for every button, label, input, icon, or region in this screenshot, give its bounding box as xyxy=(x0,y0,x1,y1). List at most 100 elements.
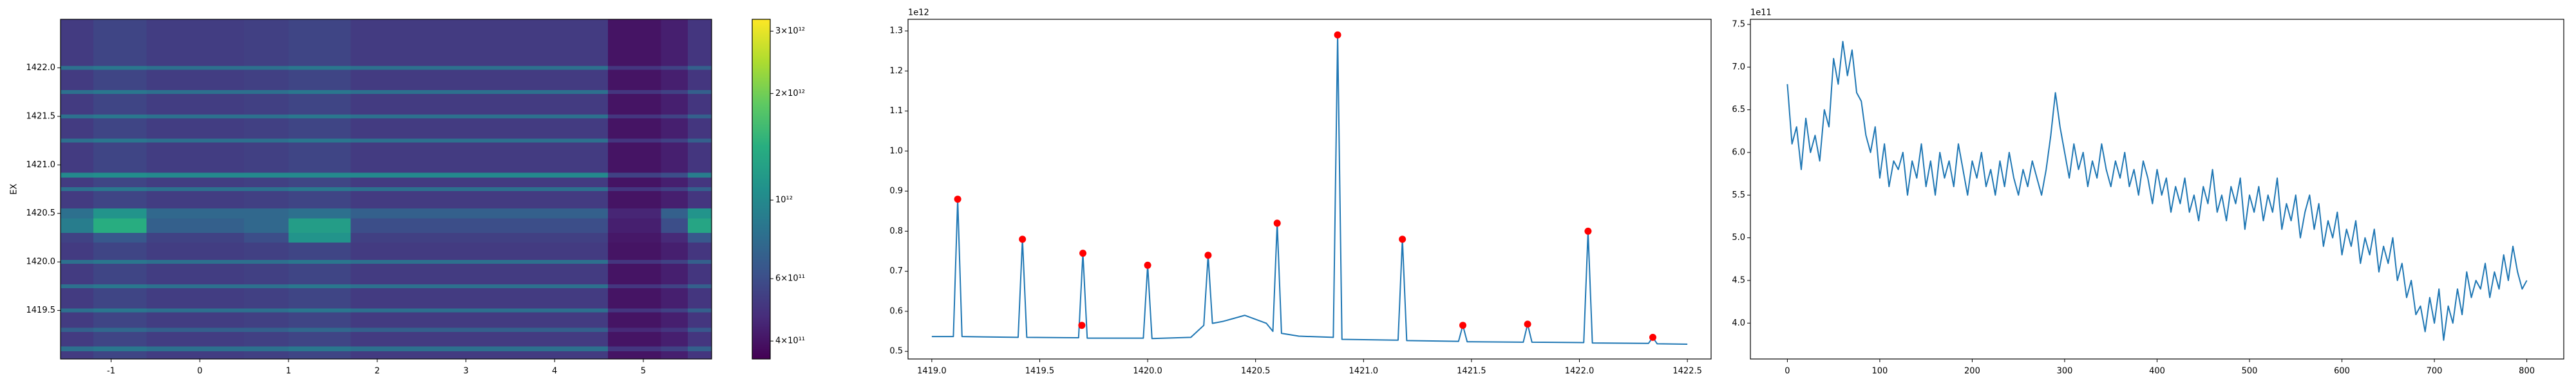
heatmap-cell xyxy=(288,66,351,70)
heatmap-cell xyxy=(687,260,712,264)
heatmap-cell xyxy=(61,232,93,243)
heatmap-cell xyxy=(350,232,608,243)
panel: 4×10¹¹ 6×10¹¹ 10¹² 2×10¹² 3×10¹² -1 0 1 2 3 4 5 1419… xyxy=(10,19,805,376)
heatmap-cell xyxy=(93,308,147,313)
heatmap-cell xyxy=(607,346,661,351)
heatmap-cell xyxy=(687,242,712,261)
heatmap-cell xyxy=(93,142,147,173)
y-tick-label: 1.3 xyxy=(889,26,903,36)
colorbar-frame xyxy=(752,19,771,360)
heatmap-cell xyxy=(350,208,608,219)
heatmap-cell xyxy=(288,288,351,309)
heatmap-cell xyxy=(288,260,351,264)
heatmap-cell xyxy=(350,177,608,187)
heatmap-cell xyxy=(350,187,608,192)
heatmap-cell xyxy=(93,66,147,70)
heatmap-cell xyxy=(607,90,661,95)
heatmap-cell xyxy=(350,118,608,139)
heatmap-cell xyxy=(61,264,93,284)
peak-marker xyxy=(1204,252,1212,259)
heatmap-cell xyxy=(146,94,245,115)
heatmap-cell xyxy=(61,94,93,115)
heatmap-cell xyxy=(61,208,93,219)
heatmap-cell xyxy=(350,284,608,288)
heatmap-cell xyxy=(607,218,661,233)
heatmap-cell xyxy=(607,327,661,332)
heatmap-cell xyxy=(244,260,289,264)
heatmap-cell xyxy=(288,177,351,187)
heatmap-cell xyxy=(687,284,712,288)
heatmap-cell xyxy=(146,69,245,91)
heatmap-cell xyxy=(661,138,688,143)
heatmap-cell xyxy=(146,284,245,288)
heatmap-cell xyxy=(288,118,351,139)
heatmap-cell xyxy=(687,187,712,192)
heatmap-cell xyxy=(687,208,712,219)
heatmap-cell xyxy=(607,308,661,313)
x-tick-label: 1 xyxy=(286,367,291,376)
heatmap-cell xyxy=(61,187,93,192)
x-tick-label: 600 xyxy=(2334,367,2350,376)
heatmap-cell xyxy=(288,69,351,91)
heatmap-cell xyxy=(61,218,93,233)
heatmap-cell xyxy=(607,312,661,328)
y-tick-label: 0.9 xyxy=(889,187,903,196)
heatmap-cell xyxy=(607,331,661,347)
heatmap-cell xyxy=(687,191,712,209)
heatmap-cell xyxy=(607,19,661,66)
heatmap-cell xyxy=(687,118,712,139)
heatmap-cell xyxy=(146,308,245,313)
heatmap-cell xyxy=(61,242,93,261)
colorbar-tick-label: 3×10¹² xyxy=(775,26,805,36)
heatmap-cell xyxy=(607,172,661,178)
heatmap-cell xyxy=(607,351,661,359)
heatmap-cell xyxy=(244,288,289,309)
heatmap-cell xyxy=(661,208,688,219)
heatmap-cell xyxy=(146,142,245,173)
heatmap-cell xyxy=(350,218,608,233)
heatmap-cell xyxy=(607,187,661,192)
heatmap-cell xyxy=(244,312,289,328)
heatmap-cell xyxy=(607,69,661,91)
heatmap-cell xyxy=(607,284,661,288)
heatmap-cell xyxy=(661,242,688,261)
heatmap-cell xyxy=(350,191,608,209)
heatmap-cell xyxy=(661,187,688,192)
peak-marker xyxy=(1019,235,1027,243)
heatmap-cell xyxy=(687,69,712,91)
x-tick-label: 0 xyxy=(197,367,202,376)
heatmap-cell xyxy=(93,191,147,209)
heatmap-cell xyxy=(61,172,93,178)
heatmap-cell xyxy=(350,138,608,143)
y-tick-label: 6.0 xyxy=(1732,147,1745,157)
heatmap-cell xyxy=(687,351,712,359)
y-tick-label: 0.8 xyxy=(889,226,903,236)
heatmap-cell xyxy=(93,260,147,264)
heatmap-cell xyxy=(288,327,351,332)
heatmap-cell xyxy=(687,331,712,347)
y-tick-label: 1.2 xyxy=(889,66,903,76)
y-tick-label: 0.7 xyxy=(889,266,903,276)
heatmap-cell xyxy=(146,260,245,264)
heatmap-cell xyxy=(93,177,147,187)
heatmap-cell xyxy=(607,260,661,264)
heatmap-cell xyxy=(350,346,608,351)
heatmap-cell xyxy=(93,218,147,233)
x-tick-label: 200 xyxy=(1964,367,1980,376)
heatmap-cell xyxy=(61,142,93,173)
heatmap-cell xyxy=(288,312,351,328)
heatmap-cell xyxy=(146,90,245,95)
heatmap-cell xyxy=(93,288,147,309)
heatmap-cell xyxy=(661,94,688,115)
heatmap-cell xyxy=(607,264,661,284)
x-tick-label: 500 xyxy=(2242,367,2258,376)
heatmap-cell xyxy=(661,142,688,173)
heatmap-cell xyxy=(244,208,289,219)
colorbar-tick-label: 6×10¹¹ xyxy=(775,274,805,284)
panel: 1419.0 1419.5 1420.0 1420.5 1421.0 1421.5 1422… xyxy=(889,8,1712,376)
heatmap-cell xyxy=(288,94,351,115)
heatmap-cell xyxy=(661,191,688,209)
heatmap-cell xyxy=(350,331,608,347)
heatmap-cell xyxy=(93,94,147,115)
y-tick-label: 1421.0 xyxy=(26,160,56,170)
